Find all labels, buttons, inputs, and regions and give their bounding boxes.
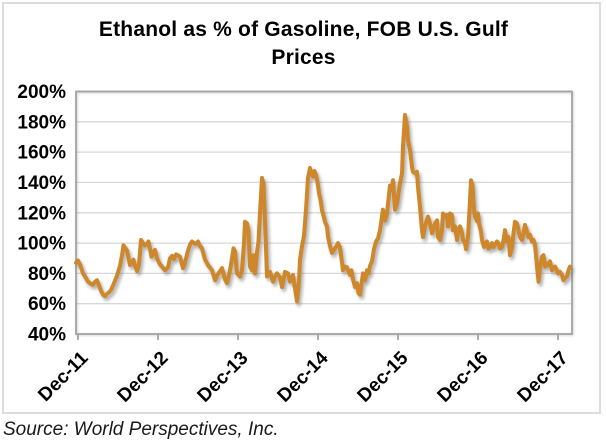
x-tick-label: Dec-16 — [434, 348, 493, 407]
y-tick-label: 140% — [17, 173, 66, 194]
chart-title-line-1: Ethanol as % of Gasoline, FOB U.S. Gulf — [98, 18, 509, 41]
plot-border — [75, 90, 573, 335]
ethanol-gasoline-ratio-line — [74, 113, 572, 304]
x-tick-label: Dec-14 — [274, 347, 333, 406]
y-tick-label: 60% — [28, 294, 66, 315]
x-tick-label: Dec-17 — [514, 348, 573, 407]
y-tick-label: 200% — [17, 82, 66, 103]
y-tick-label: 100% — [17, 234, 66, 255]
x-tick-label: Dec-13 — [194, 348, 253, 407]
y-tick-label: 120% — [17, 203, 66, 224]
source-note: Source: World Perspectives, Inc. — [3, 419, 279, 440]
chart-title-line-2: Prices — [271, 46, 336, 69]
x-tick-label: Dec-15 — [354, 347, 413, 406]
y-tick-label: 40% — [28, 325, 66, 346]
y-tick-label: 180% — [17, 112, 66, 133]
x-tick-label: Dec-12 — [114, 348, 173, 407]
chart-title: Ethanol as % of Gasoline, FOB U.S. Gulf … — [40, 16, 567, 72]
y-tick-label: 80% — [28, 264, 66, 285]
x-tick-label: Dec-11 — [34, 347, 92, 405]
y-tick-label: 160% — [17, 143, 66, 164]
chart-card — [2, 2, 601, 414]
